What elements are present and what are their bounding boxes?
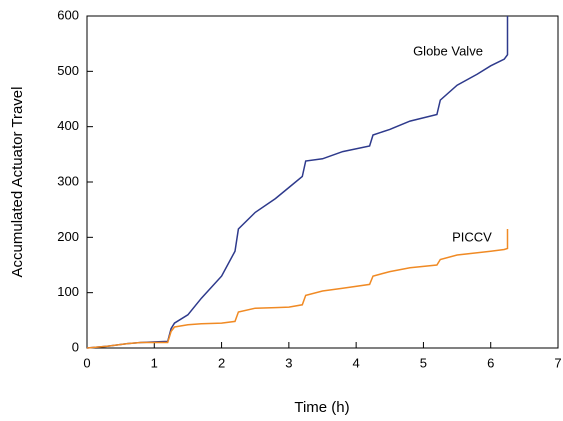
x-tick-label: 2 [218,355,225,370]
x-tick-label: 6 [487,355,494,370]
line [86,16,509,349]
y-tick-label: 0 [72,339,79,354]
y-tick-label: 100 [57,284,79,299]
y-tick-label: 300 [57,173,79,188]
y-axis-title: Accumulated Actuator Travel [9,87,26,278]
line [86,229,509,349]
y-tick-label: 400 [57,118,79,133]
plot-frame [86,15,559,349]
x-tick-label: 0 [83,355,90,370]
x-axis-title: Time (h) [294,399,349,416]
y-tick-label: 500 [57,63,79,78]
y-tick-label: 200 [57,229,79,244]
x-tick-label: 4 [353,355,360,370]
y-tick-label: 600 [57,7,79,22]
series-label: PICCV [452,229,492,244]
x-tick-label: 7 [554,355,561,370]
series-label: Globe Valve [413,43,483,58]
x-tick-label: 1 [151,355,158,370]
x-tick-label: 3 [285,355,292,370]
x-tick-label: 5 [420,355,427,370]
